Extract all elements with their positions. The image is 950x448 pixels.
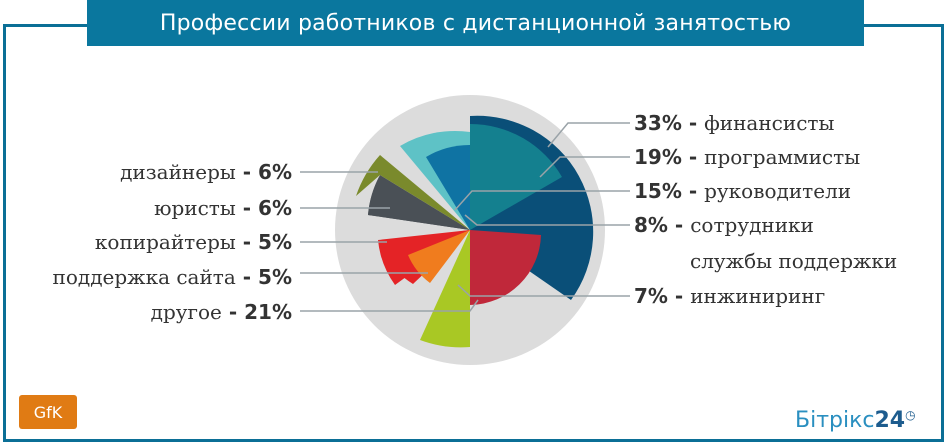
label-support-staff: 8% - сотрудники — [634, 213, 814, 237]
clock-icon: ◷ — [905, 408, 916, 422]
label-other: другое - 21% — [150, 300, 292, 324]
label-support-staff-line2: службы поддержки — [690, 249, 898, 273]
label-engineering: 7% - инжиниринг — [634, 284, 826, 308]
sector-engineering — [470, 230, 541, 305]
sector-site-support — [408, 230, 470, 283]
brand-text: Бітрікс — [795, 408, 875, 433]
sector-other — [420, 230, 470, 348]
label-programmers: 19% - программисты — [634, 145, 861, 169]
label-designers: дизайнеры - 6% — [120, 160, 292, 184]
label-managers: 15% - руководители — [634, 179, 852, 203]
title-banner: Профессии работников с дистанционной зан… — [87, 0, 864, 46]
bitrix24-logo: Бітрікс24◷ — [795, 408, 916, 433]
sector-lawyers-overlay — [368, 177, 470, 230]
sector-designers — [356, 155, 470, 230]
leader-lines-right — [454, 122, 630, 297]
label-copywriters: копирайтеры - 5% — [94, 230, 292, 254]
label-finance: 33% - финансисты — [634, 111, 835, 135]
sector-programmers — [470, 123, 562, 230]
gfk-logo: GfK — [19, 395, 77, 429]
sector-managers — [426, 144, 470, 230]
label-site-support: поддержка сайта - 5% — [52, 265, 292, 289]
chart-title: Профессии работников с дистанционной зан… — [159, 10, 792, 36]
brand-number: 24 — [874, 408, 906, 433]
label-lawyers: юристы - 6% — [154, 196, 292, 220]
leader-lines-left — [300, 171, 479, 312]
